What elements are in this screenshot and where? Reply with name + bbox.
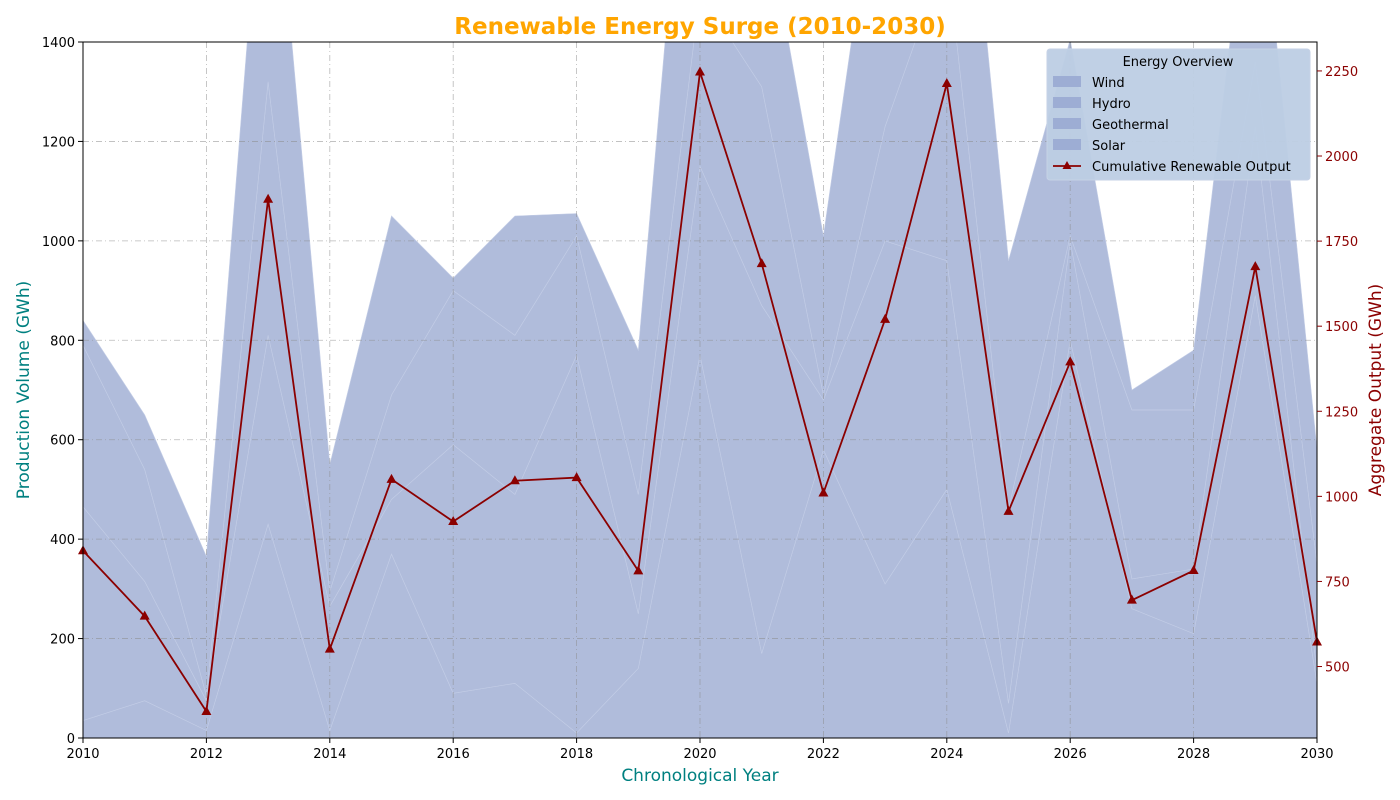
y2-tick-label: 1250: [1325, 405, 1358, 420]
y2-tick-label: 2000: [1325, 150, 1358, 165]
x-tick-label: 2030: [1300, 747, 1333, 762]
x-tick-label: 2012: [190, 747, 223, 762]
legend-label-geothermal: Geothermal: [1092, 118, 1169, 133]
y-tick-label: 600: [50, 434, 75, 449]
x-tick-label: 2018: [560, 747, 593, 762]
line-marker: [1250, 261, 1261, 271]
legend: Energy Overview Wind Hydro Geothermal Solar…: [1046, 48, 1311, 181]
x-axis-ticks: 2010 2012 2014 2016 2018 2020 2022 2024 2026 2028…: [66, 738, 1334, 762]
line-marker: [201, 705, 212, 715]
x-tick-label: 2016: [437, 747, 470, 762]
x-tick-label: 2024: [930, 747, 963, 762]
y-tick-label: 0: [67, 732, 75, 747]
line-marker: [1065, 356, 1076, 366]
y2-tick-label: 750: [1325, 575, 1350, 590]
y-tick-label: 1400: [42, 36, 75, 51]
x-tick-label: 2014: [313, 747, 346, 762]
line-marker: [756, 258, 767, 268]
chart-title: Renewable Energy Surge (2010-2030): [454, 14, 945, 40]
line-marker: [1188, 565, 1199, 575]
legend-line-marker: [1062, 161, 1072, 169]
legend-swatch-geothermal: [1053, 118, 1081, 129]
line-series: [78, 66, 1322, 715]
line-marker: [509, 475, 520, 485]
line-marker: [941, 78, 952, 88]
y-axis-label: Production Volume (GWh): [14, 281, 34, 500]
legend-swatch-wind: [1053, 76, 1081, 87]
legend-label-cumulative-output: Cumulative Renewable Output: [1092, 160, 1291, 175]
x-tick-label: 2010: [66, 747, 99, 762]
y2-tick-label: 1500: [1325, 320, 1358, 335]
x-tick-label: 2028: [1177, 747, 1210, 762]
line-marker: [263, 193, 274, 203]
line-marker: [633, 565, 644, 575]
y2-tick-label: 1000: [1325, 490, 1358, 505]
x-tick-label: 2026: [1054, 747, 1087, 762]
x-tick-label: 2022: [807, 747, 840, 762]
y2-tick-label: 500: [1325, 661, 1350, 676]
legend-title: Energy Overview: [1123, 55, 1234, 70]
line-marker: [571, 472, 582, 482]
legend-swatch-hydro: [1053, 97, 1081, 108]
y2-tick-label: 2250: [1325, 65, 1358, 80]
line-marker: [1003, 505, 1014, 515]
x-tick-label: 2020: [683, 747, 716, 762]
line-marker: [324, 643, 335, 653]
y-tick-label: 1000: [42, 235, 75, 250]
legend-label-solar: Solar: [1092, 139, 1126, 154]
x-axis-label: Chronological Year: [621, 766, 778, 786]
y2-axis-label: Aggregate Output (GWh): [1366, 284, 1386, 497]
y2-tick-label: 1750: [1325, 235, 1358, 250]
left-axis-ticks: 0 200 400 600 800 1000 1200 1400: [42, 36, 83, 747]
y-tick-label: 800: [50, 334, 75, 349]
legend-label-wind: Wind: [1092, 76, 1125, 91]
y-tick-label: 400: [50, 533, 75, 548]
line-marker: [386, 473, 397, 483]
line-marker: [695, 66, 705, 76]
legend-items: Wind Hydro Geothermal Solar Cumulative Renew…: [1053, 76, 1291, 175]
line-marker: [880, 313, 891, 323]
y-tick-label: 200: [50, 633, 75, 648]
legend-label-hydro: Hydro: [1092, 97, 1131, 112]
right-axis-ticks: 500 750 1000 1250 1500 1750 2000 2250: [1317, 65, 1358, 676]
y-tick-label: 1200: [42, 135, 75, 150]
line-marker: [1126, 594, 1137, 604]
legend-swatch-solar: [1053, 139, 1081, 150]
legend-box: [1046, 48, 1311, 181]
line-marker: [139, 610, 150, 620]
line-marker: [448, 516, 459, 526]
line-marker: [818, 487, 829, 497]
